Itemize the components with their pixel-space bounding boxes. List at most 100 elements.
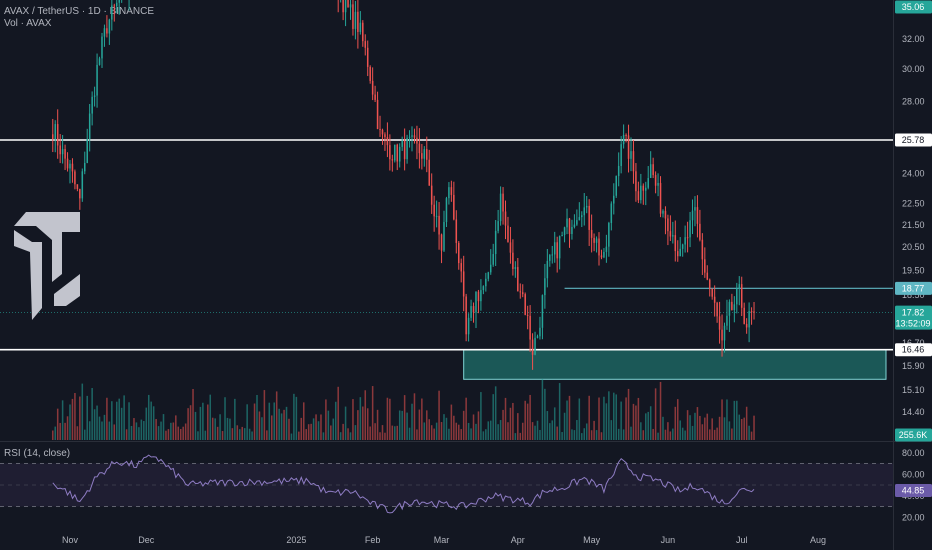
candle-body	[576, 220, 578, 225]
volume-bar	[704, 417, 706, 440]
volume-bar	[386, 397, 389, 440]
volume-indicator-label[interactable]: Vol · AVAX	[4, 18, 52, 29]
volume-bar	[640, 422, 642, 440]
candle-body	[406, 137, 408, 160]
price-badge-label: 35.06	[902, 2, 925, 12]
candle-body	[521, 292, 524, 295]
volume-bar	[534, 425, 536, 440]
candle-body	[672, 235, 674, 237]
candle-body	[544, 278, 546, 296]
volume-bar	[93, 409, 96, 440]
volume-bar	[610, 420, 613, 440]
volume-bar	[120, 407, 123, 440]
volume-bar	[519, 432, 522, 440]
volume-bar	[384, 432, 386, 440]
volume-bar	[413, 393, 416, 440]
price-tick-label: 24.00	[902, 168, 925, 178]
volume-bar	[98, 416, 101, 440]
chart-symbol-title[interactable]: AVAX / TetherUS · 1D · BINANCE	[4, 6, 155, 17]
candle-body	[416, 137, 418, 144]
price-axis[interactable]: 32.00 30.00 28.00 24.00 22.50 21.50 20.50 19.50…	[902, 34, 925, 417]
volume-bar	[541, 378, 544, 440]
candle-body	[645, 187, 647, 191]
volume-bar	[175, 415, 177, 440]
candle-body	[748, 311, 750, 328]
candle-body	[357, 11, 359, 32]
volume-bar	[676, 399, 679, 440]
volume-bar	[711, 418, 713, 440]
volume-bar	[84, 429, 86, 440]
volume-bar	[477, 411, 480, 440]
volume-bar	[642, 430, 645, 440]
candle-body	[613, 195, 615, 204]
volume-bar	[588, 395, 590, 440]
current-price-badge	[895, 305, 932, 330]
candle-body	[118, 0, 120, 3]
volume-bar	[140, 419, 143, 440]
candle-body	[56, 124, 59, 146]
volume-bar	[170, 422, 172, 440]
volume-bar	[224, 397, 226, 440]
volume-bar	[684, 430, 686, 440]
volume-bar	[440, 422, 443, 440]
candle-body	[396, 144, 399, 162]
candle-body	[512, 252, 514, 269]
volume-bar	[133, 418, 135, 440]
candle-body	[106, 28, 108, 34]
candle-body	[667, 218, 669, 232]
candle-body	[453, 194, 455, 220]
volume-bar	[54, 426, 56, 440]
volume-bar	[125, 429, 128, 440]
volume-bar	[403, 395, 406, 440]
candle-body	[615, 176, 617, 196]
volume-bar	[59, 422, 61, 440]
candle-body	[467, 317, 470, 335]
volume-bar	[585, 423, 588, 440]
volume-bar	[524, 400, 526, 440]
candle-body	[627, 135, 630, 159]
time-tick-label: Jun	[661, 535, 676, 545]
volume-bar	[330, 425, 332, 440]
volume-bar	[357, 410, 359, 440]
volume-bar	[229, 418, 231, 440]
rsi-band	[0, 463, 893, 507]
rsi-indicator-label[interactable]: RSI (14, close)	[4, 448, 71, 459]
candle-body	[389, 145, 391, 160]
volume-bar	[647, 411, 649, 440]
time-axis[interactable]: Nov Dec 2025 Feb Mar Apr May Jun Jul Aug	[62, 535, 826, 545]
time-tick-label: 2025	[286, 535, 306, 545]
volume-bar	[423, 422, 426, 440]
volume-bar	[165, 430, 167, 440]
candle-body	[489, 264, 492, 273]
candle-body	[76, 184, 79, 190]
volume-bar	[275, 391, 278, 440]
volume-bar	[209, 394, 212, 440]
support-zone[interactable]	[463, 349, 887, 380]
volume-bar	[320, 414, 322, 440]
volume-bar	[489, 420, 492, 440]
volume-bar	[654, 388, 657, 440]
volume-bar	[79, 396, 81, 440]
time-tick-label: Dec	[138, 535, 155, 545]
volume-bar	[433, 428, 435, 440]
candle-body	[88, 113, 91, 139]
volume-bar	[713, 429, 716, 440]
volume-bar	[753, 415, 755, 440]
volume-bar	[344, 406, 347, 440]
candle-body	[509, 242, 512, 253]
candle-body	[74, 171, 76, 185]
candle-body	[546, 260, 549, 279]
volume-bar	[497, 424, 499, 440]
volume-bar	[467, 422, 470, 440]
candle-body	[93, 95, 96, 97]
candle-body	[69, 163, 71, 169]
volume-bar	[686, 410, 689, 440]
candle-body	[347, 0, 349, 8]
volume-bar	[221, 431, 224, 440]
candle-body	[344, 0, 347, 13]
volume-bar	[748, 425, 750, 440]
volume-bar	[608, 391, 610, 440]
volume-bar	[667, 422, 669, 440]
